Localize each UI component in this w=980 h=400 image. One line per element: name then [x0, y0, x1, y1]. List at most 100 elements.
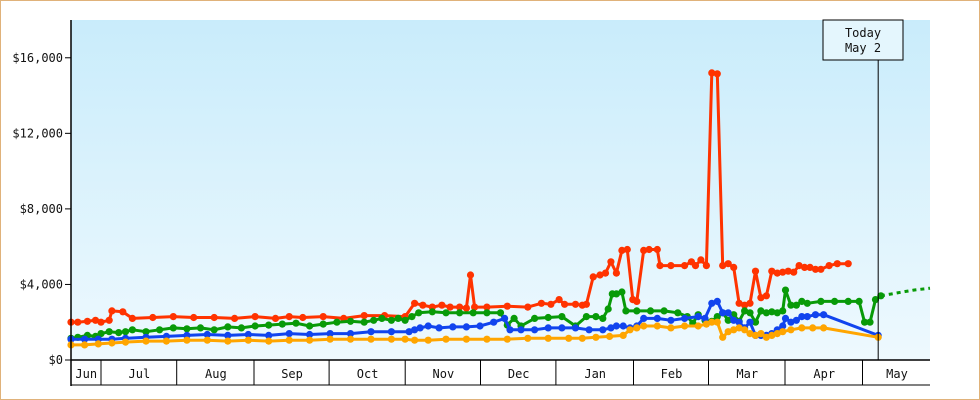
series-0-point: [607, 258, 615, 266]
series-1-point: [333, 318, 341, 326]
series-3-point: [565, 334, 573, 342]
series-1-point: [724, 316, 732, 324]
plot-area: [71, 20, 930, 360]
series-1-point: [779, 307, 787, 315]
series-1-point: [798, 297, 806, 305]
series-0-point: [119, 308, 127, 316]
series-3-point: [640, 322, 648, 330]
series-2-point: [713, 297, 721, 305]
series-2-point: [531, 326, 539, 334]
series-1-point: [210, 326, 218, 334]
x-tick-label: Mar: [736, 367, 758, 381]
y-tick-label: $12,000: [12, 126, 63, 140]
series-1-point: [496, 309, 505, 317]
series-2-point: [694, 313, 702, 321]
x-tick-label: Nov: [433, 367, 455, 381]
series-1-point: [866, 318, 874, 326]
series-2-point: [558, 324, 566, 332]
series-0-point: [582, 300, 591, 308]
series-2-point: [599, 326, 607, 334]
x-tick-label: Feb: [661, 367, 683, 381]
forecast-line: [880, 286, 931, 298]
series-0-point: [524, 303, 532, 311]
series-3-point: [326, 335, 334, 343]
series-3-point: [619, 331, 627, 339]
series-1-point: [319, 320, 327, 328]
series-3-point: [424, 336, 432, 344]
series-1-point: [115, 329, 123, 337]
series-2-point: [681, 314, 689, 322]
today-box: [822, 19, 904, 61]
series-1-point: [378, 314, 386, 322]
series-3-point: [713, 318, 721, 326]
series-3-point: [285, 336, 293, 344]
series-0-point: [271, 314, 280, 322]
series-3-point: [483, 335, 491, 343]
series-3-point: [592, 333, 600, 341]
series-0-point: [811, 265, 820, 273]
series-1-point: [306, 322, 314, 330]
series-3-point: [203, 336, 211, 344]
series-0-point: [653, 245, 661, 254]
y-tick-label: $8,000: [20, 202, 63, 216]
series-1-point: [415, 309, 423, 317]
series-3-point: [757, 330, 765, 338]
series-0-point: [105, 316, 113, 324]
series-3-point: [768, 331, 776, 339]
series-1-point: [483, 309, 491, 317]
series-1-point: [844, 297, 852, 305]
series-1-point: [183, 325, 191, 333]
series-2-point: [787, 318, 795, 326]
series-0-point: [471, 303, 479, 311]
series-3-point: [809, 324, 817, 332]
series-3-point: [411, 336, 419, 344]
series-0-point: [757, 294, 765, 302]
series-1-point: [510, 314, 518, 322]
series-0-point: [97, 318, 105, 326]
series-3-point: [462, 335, 470, 343]
series-0-point: [231, 314, 239, 322]
series-0-point: [456, 303, 464, 311]
series-0-point: [762, 292, 771, 300]
series-3-point: [820, 324, 828, 332]
series-1-point: [394, 314, 402, 322]
series-2-point: [506, 326, 514, 334]
series-2-point: [285, 330, 293, 338]
series-1-point: [757, 307, 765, 315]
series-2-point: [224, 331, 232, 339]
series-3-point: [694, 322, 702, 330]
x-tick-label: Oct: [357, 367, 379, 381]
series-0-point: [795, 262, 803, 270]
series-1-point: [128, 326, 136, 334]
series-3-point: [306, 336, 314, 344]
series-2-point: [781, 314, 790, 322]
series-0-point: [741, 301, 749, 309]
today-label-line: Today: [845, 26, 881, 40]
series-0-point: [319, 313, 327, 321]
series-2-point: [779, 322, 787, 330]
series-0-point: [438, 301, 446, 309]
series-0-point: [74, 318, 82, 326]
series-1-point: [855, 297, 863, 305]
series-3-point: [162, 337, 170, 345]
series-3-point: [524, 334, 532, 342]
series-2-point: [746, 318, 754, 326]
series-0-point: [735, 299, 743, 307]
series-0-point: [768, 267, 776, 275]
series-0-point: [555, 296, 563, 304]
series-1-point: [346, 317, 355, 325]
series-2-point: [607, 324, 615, 332]
series-0-point: [784, 267, 792, 275]
series-0-point: [833, 260, 841, 268]
series-1-point: [787, 301, 795, 309]
series-2-point: [619, 322, 627, 330]
series-0-point: [719, 262, 727, 270]
series-0-point: [571, 300, 580, 308]
series-0-point: [483, 303, 491, 311]
x-tick-label: May: [886, 367, 908, 381]
series-2-point: [724, 309, 732, 317]
series-3-point: [142, 337, 150, 345]
series-1-point: [768, 308, 776, 316]
series-3-point: [633, 324, 641, 332]
